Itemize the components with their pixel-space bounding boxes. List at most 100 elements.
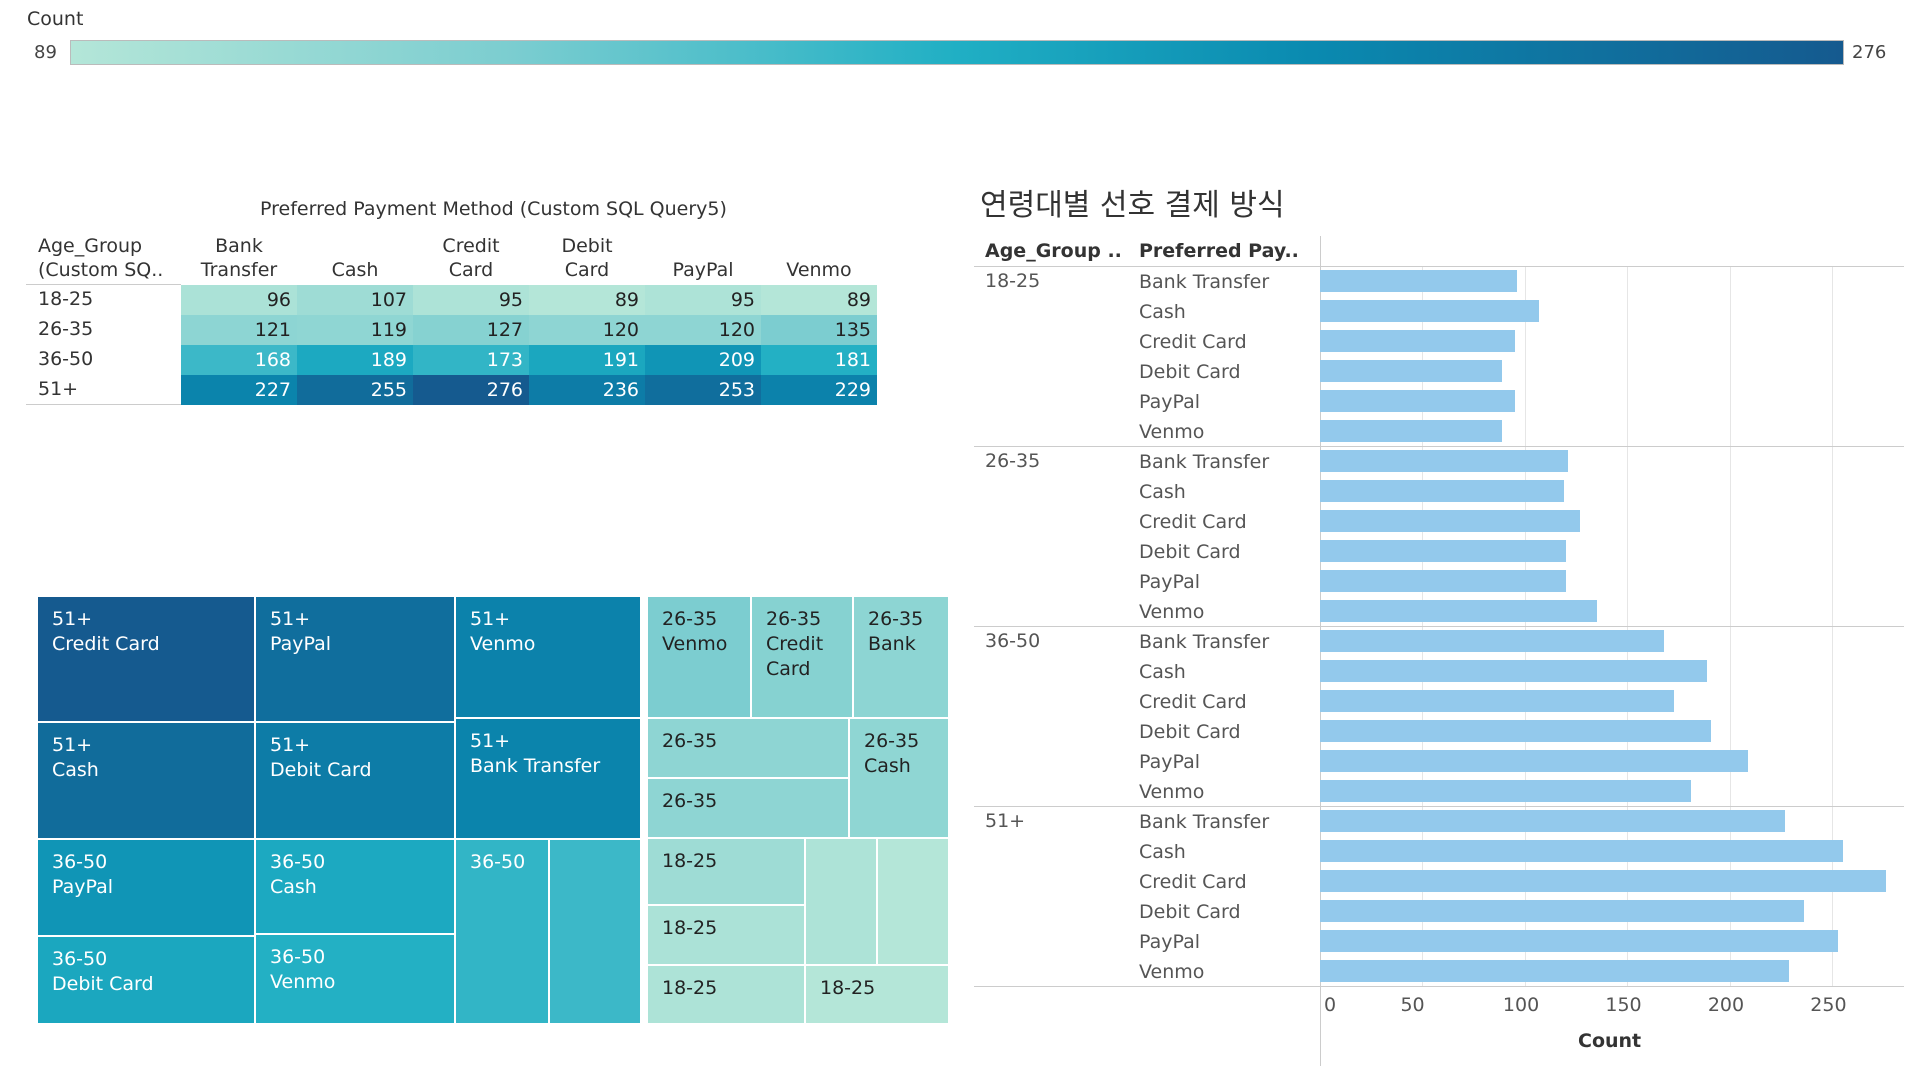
bar-chart-method-label[interactable]: Cash	[1139, 661, 1186, 683]
treemap-cell[interactable]: 26-35 Credit Card	[751, 596, 853, 718]
crosstab-col-header[interactable]: PayPal	[672, 259, 734, 281]
bar-chart-age-label[interactable]: 51+	[985, 810, 1026, 832]
bar-chart-method-label[interactable]: Credit Card	[1139, 691, 1247, 713]
treemap-cell[interactable]	[805, 838, 877, 965]
bar[interactable]	[1320, 630, 1665, 652]
bar-chart-age-label[interactable]: 26-35	[985, 450, 1041, 472]
crosstab-col-header[interactable]: Credit Card	[442, 235, 500, 281]
bar[interactable]	[1320, 480, 1564, 502]
crosstab-row-label[interactable]: 26-35	[38, 318, 94, 340]
bar-chart-method-label[interactable]: Bank Transfer	[1139, 451, 1270, 473]
bar[interactable]	[1320, 690, 1675, 712]
bar-chart-method-label[interactable]: Cash	[1139, 481, 1186, 503]
crosstab-cell[interactable]: 89	[529, 285, 645, 315]
crosstab-cell[interactable]: 120	[529, 315, 645, 345]
crosstab-col-header[interactable]: Bank Transfer	[200, 235, 278, 281]
crosstab-cell[interactable]: 189	[297, 345, 413, 375]
crosstab-cell[interactable]: 253	[645, 375, 761, 405]
crosstab-cell[interactable]: 168	[181, 345, 297, 375]
bar[interactable]	[1320, 390, 1515, 412]
bar-chart-method-header[interactable]: Preferred Pay..	[1139, 240, 1299, 262]
bar-chart-method-label[interactable]: PayPal	[1139, 931, 1201, 953]
bar[interactable]	[1320, 960, 1790, 982]
treemap-cell[interactable]: 51+ Credit Card	[37, 596, 255, 722]
bar-chart-age-label[interactable]: 18-25	[985, 270, 1041, 292]
bar[interactable]	[1320, 720, 1712, 742]
crosstab-cell[interactable]: 89	[761, 285, 877, 315]
treemap-cell[interactable]: 36-50 Debit Card	[37, 936, 255, 1024]
bar[interactable]	[1320, 270, 1517, 292]
bar[interactable]	[1320, 510, 1581, 532]
bar[interactable]	[1320, 870, 1886, 892]
bar-chart-method-label[interactable]: Debit Card	[1139, 541, 1241, 563]
crosstab-col-header[interactable]: Cash	[331, 259, 379, 281]
crosstab-cell[interactable]: 95	[413, 285, 529, 315]
treemap-cell[interactable]: 36-50 Cash	[255, 839, 455, 934]
treemap-cell[interactable]	[877, 838, 949, 965]
treemap-cell[interactable]: 36-50	[455, 839, 549, 1024]
bar[interactable]	[1320, 330, 1515, 352]
bar-chart-method-label[interactable]: Bank Transfer	[1139, 811, 1270, 833]
bar[interactable]	[1320, 600, 1597, 622]
bar[interactable]	[1320, 810, 1786, 832]
bar-chart-method-label[interactable]: PayPal	[1139, 751, 1201, 773]
bar-chart-method-label[interactable]: PayPal	[1139, 391, 1201, 413]
crosstab-row-label[interactable]: 36-50	[38, 348, 94, 370]
crosstab-cell[interactable]: 135	[761, 315, 877, 345]
crosstab-row-label[interactable]: 18-25	[38, 288, 94, 310]
crosstab-col-header[interactable]: Venmo	[786, 259, 852, 281]
bar-chart-method-label[interactable]: Debit Card	[1139, 721, 1241, 743]
treemap-cell[interactable]: 36-50 PayPal	[37, 839, 255, 936]
bar[interactable]	[1320, 420, 1503, 442]
bar-chart-method-label[interactable]: Debit Card	[1139, 901, 1241, 923]
bar-chart-method-label[interactable]: Credit Card	[1139, 871, 1247, 893]
treemap-cell[interactable]: 26-35	[647, 718, 849, 778]
crosstab-cell[interactable]: 276	[413, 375, 529, 405]
crosstab-cell[interactable]: 127	[413, 315, 529, 345]
crosstab-cell[interactable]: 236	[529, 375, 645, 405]
bar[interactable]	[1320, 540, 1566, 562]
bar-chart-age-header[interactable]: Age_Group ..	[985, 240, 1122, 262]
bar-chart-method-label[interactable]: Venmo	[1139, 961, 1205, 983]
crosstab-cell[interactable]: 229	[761, 375, 877, 405]
treemap-cell[interactable]: 18-25	[647, 905, 805, 965]
bar-chart-method-label[interactable]: Venmo	[1139, 781, 1205, 803]
crosstab-col-header[interactable]: Debit Card	[561, 235, 613, 281]
crosstab-cell[interactable]: 119	[297, 315, 413, 345]
treemap-cell[interactable]: 26-35	[647, 778, 849, 838]
crosstab-cell[interactable]: 120	[645, 315, 761, 345]
bar[interactable]	[1320, 360, 1503, 382]
bar[interactable]	[1320, 660, 1708, 682]
crosstab-cell[interactable]: 107	[297, 285, 413, 315]
crosstab-row-header[interactable]: Age_Group (Custom SQ..	[38, 235, 164, 281]
crosstab-cell[interactable]: 227	[181, 375, 297, 405]
legend-gradient-bar[interactable]	[70, 40, 1844, 65]
crosstab-cell[interactable]: 95	[645, 285, 761, 315]
crosstab-cell[interactable]: 209	[645, 345, 761, 375]
treemap-cell[interactable]: 26-35 Bank	[853, 596, 949, 718]
treemap-cell[interactable]	[549, 839, 641, 1024]
bar-chart-age-label[interactable]: 36-50	[985, 630, 1041, 652]
bar[interactable]	[1320, 840, 1843, 862]
bar[interactable]	[1320, 750, 1749, 772]
treemap-cell[interactable]: 26-35 Cash	[849, 718, 949, 838]
bar[interactable]	[1320, 300, 1540, 322]
bar[interactable]	[1320, 570, 1566, 592]
bar-chart-method-label[interactable]: Bank Transfer	[1139, 271, 1270, 293]
crosstab-cell[interactable]: 121	[181, 315, 297, 345]
bar-chart-method-label[interactable]: Credit Card	[1139, 511, 1247, 533]
crosstab-cell[interactable]: 191	[529, 345, 645, 375]
treemap-cell[interactable]: 18-25	[647, 965, 805, 1024]
crosstab-cell[interactable]: 181	[761, 345, 877, 375]
treemap-cell[interactable]: 18-25	[647, 838, 805, 905]
crosstab-cell[interactable]: 173	[413, 345, 529, 375]
bar[interactable]	[1320, 780, 1691, 802]
treemap-cell[interactable]: 51+ Cash	[37, 722, 255, 839]
bar-chart-method-label[interactable]: Debit Card	[1139, 361, 1241, 383]
crosstab-row-label[interactable]: 51+	[38, 378, 79, 400]
bar-chart-method-label[interactable]: Cash	[1139, 301, 1186, 323]
bar[interactable]	[1320, 450, 1568, 472]
treemap-cell[interactable]: 51+ Bank Transfer	[455, 718, 641, 839]
bar-chart-method-label[interactable]: Credit Card	[1139, 331, 1247, 353]
bar-chart-method-label[interactable]: Bank Transfer	[1139, 631, 1270, 653]
